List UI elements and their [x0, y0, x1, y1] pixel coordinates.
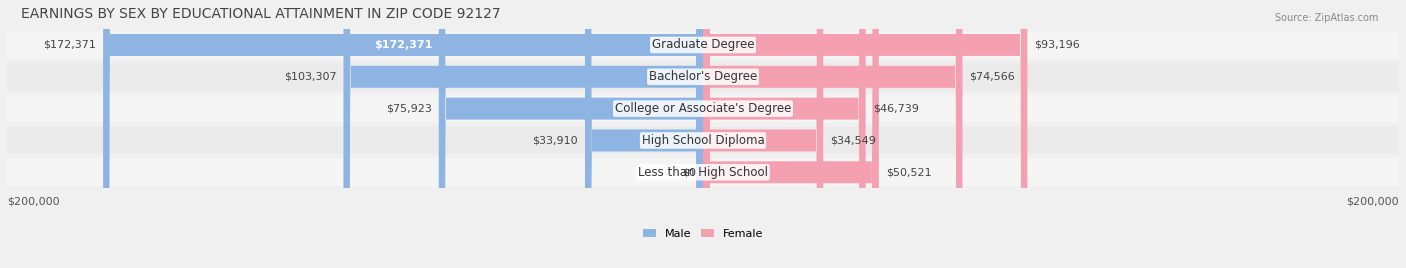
FancyBboxPatch shape	[439, 0, 703, 268]
Text: $34,549: $34,549	[830, 135, 876, 146]
Text: $75,923: $75,923	[385, 104, 432, 114]
Text: Bachelor's Degree: Bachelor's Degree	[650, 70, 756, 83]
FancyBboxPatch shape	[343, 0, 703, 268]
Text: College or Associate's Degree: College or Associate's Degree	[614, 102, 792, 115]
FancyBboxPatch shape	[103, 0, 703, 268]
Text: $172,371: $172,371	[374, 40, 432, 50]
Text: $0: $0	[682, 167, 696, 177]
Text: $33,910: $33,910	[533, 135, 578, 146]
Text: $103,307: $103,307	[284, 72, 336, 82]
Text: $93,196: $93,196	[1035, 40, 1080, 50]
FancyBboxPatch shape	[7, 63, 1399, 91]
Text: $46,739: $46,739	[873, 104, 918, 114]
FancyBboxPatch shape	[7, 95, 1399, 122]
FancyBboxPatch shape	[585, 0, 703, 268]
Text: $200,000: $200,000	[1347, 196, 1399, 206]
Text: $50,521: $50,521	[886, 167, 931, 177]
FancyBboxPatch shape	[7, 127, 1399, 154]
FancyBboxPatch shape	[703, 0, 963, 268]
Text: $74,566: $74,566	[970, 72, 1015, 82]
Text: Graduate Degree: Graduate Degree	[652, 39, 754, 51]
FancyBboxPatch shape	[703, 0, 824, 268]
Text: $172,371: $172,371	[44, 40, 96, 50]
Text: Source: ZipAtlas.com: Source: ZipAtlas.com	[1274, 13, 1378, 23]
Text: $200,000: $200,000	[7, 196, 59, 206]
Text: High School Diploma: High School Diploma	[641, 134, 765, 147]
Text: EARNINGS BY SEX BY EDUCATIONAL ATTAINMENT IN ZIP CODE 92127: EARNINGS BY SEX BY EDUCATIONAL ATTAINMEN…	[21, 7, 501, 21]
FancyBboxPatch shape	[703, 0, 866, 268]
Text: Less than High School: Less than High School	[638, 166, 768, 179]
Legend: Male, Female: Male, Female	[638, 224, 768, 243]
FancyBboxPatch shape	[7, 159, 1399, 186]
FancyBboxPatch shape	[7, 31, 1399, 59]
FancyBboxPatch shape	[703, 0, 879, 268]
FancyBboxPatch shape	[703, 0, 1028, 268]
